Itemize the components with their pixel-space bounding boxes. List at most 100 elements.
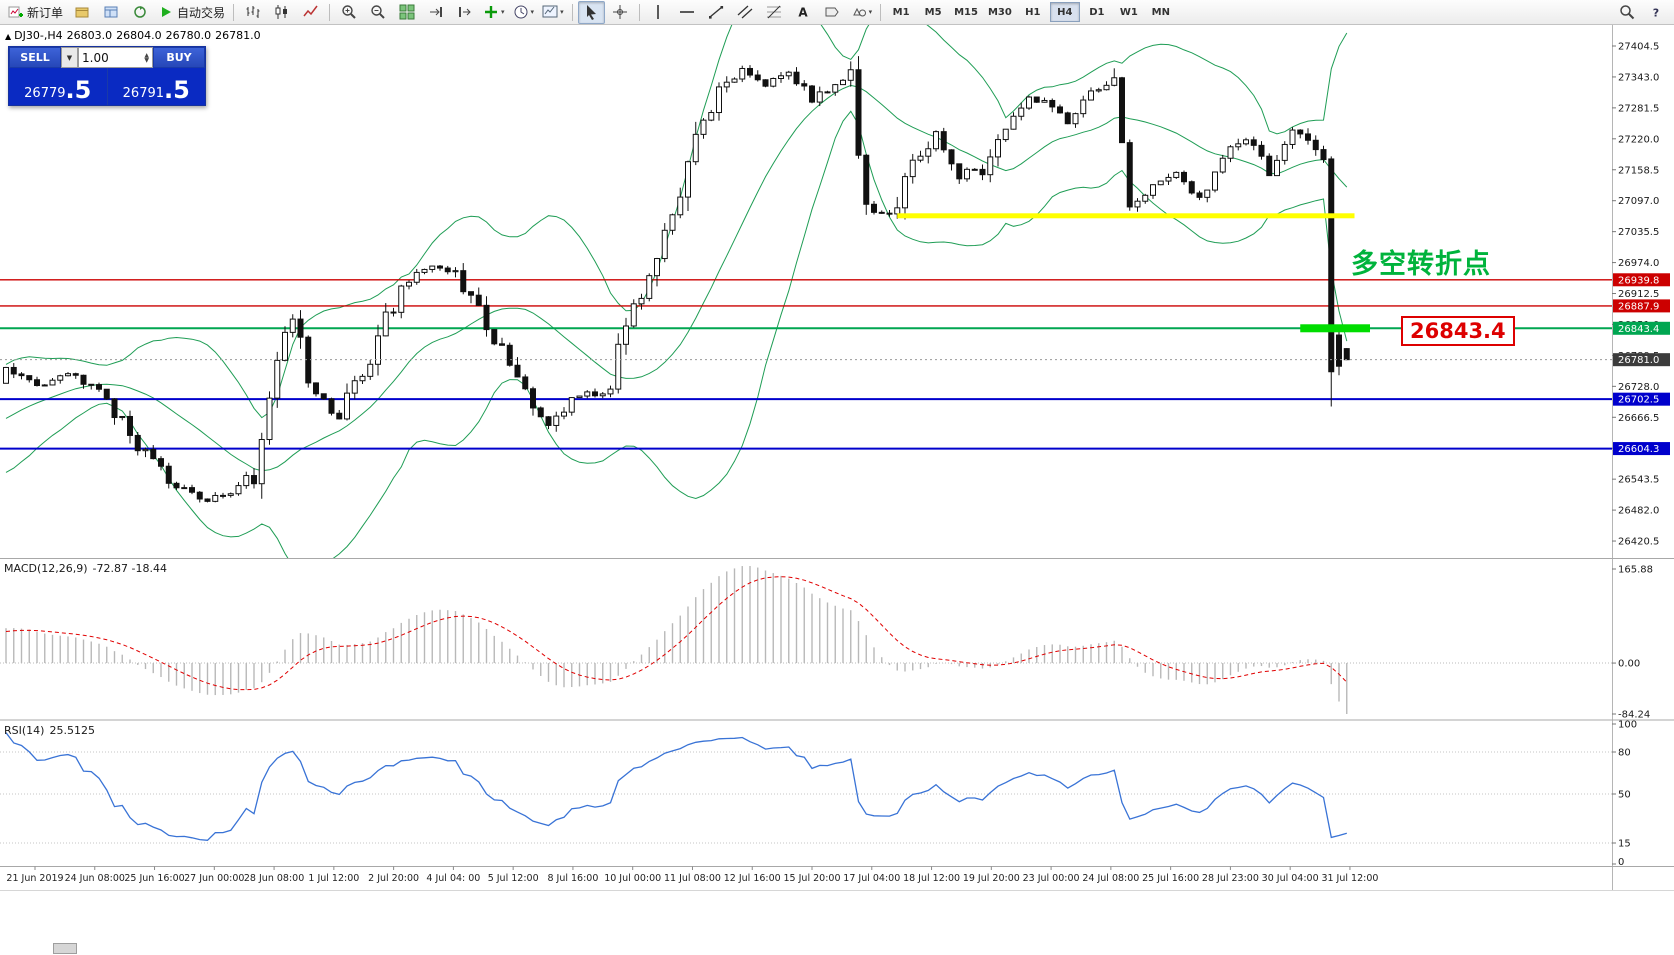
toolbar-equidistant-channel-button[interactable] bbox=[732, 1, 759, 24]
bull-candle bbox=[623, 325, 629, 345]
candlestick-chart-icon bbox=[274, 4, 290, 20]
rsi-title: RSI(14) bbox=[4, 724, 45, 737]
arrow-objects-icon bbox=[824, 4, 840, 20]
volume-input[interactable]: 1.00 ▲ ▼ bbox=[78, 47, 153, 68]
toolbar-zoom-out-button[interactable] bbox=[364, 1, 391, 24]
zoom-out-icon bbox=[370, 4, 386, 20]
toolbar-data-window-button[interactable] bbox=[97, 1, 124, 24]
bull-candle bbox=[258, 439, 265, 485]
toolbar-shapes-button[interactable]: ▾ bbox=[848, 1, 876, 24]
sell-button[interactable]: SELL bbox=[9, 47, 61, 68]
yellow-support-line[interactable] bbox=[897, 213, 1355, 219]
ohlc-close: 26781.0 bbox=[215, 29, 261, 42]
toolbar-help-button[interactable]: ? bbox=[1642, 1, 1669, 24]
toolbar-arrow-objects-button[interactable] bbox=[819, 1, 846, 24]
bull-candle bbox=[615, 343, 622, 390]
volume-spinner[interactable]: ▲ ▼ bbox=[144, 51, 149, 64]
chevron-down-icon[interactable]: ▾ bbox=[868, 8, 873, 16]
toolbar-separator bbox=[233, 3, 235, 21]
buy-price[interactable]: 26791.5 bbox=[122, 76, 190, 104]
bear-candle bbox=[1181, 171, 1187, 183]
green-highlight-segment[interactable] bbox=[1300, 324, 1370, 333]
toolbar-horizontal-line-button[interactable] bbox=[674, 1, 701, 24]
bull-candle bbox=[553, 415, 560, 426]
sell-price[interactable]: 26779.5 bbox=[9, 68, 108, 105]
timeframe-mn-button[interactable]: MN bbox=[1151, 6, 1170, 18]
toolbar-bar-chart-button[interactable] bbox=[239, 1, 266, 24]
current-price-label: 26781.0 bbox=[1613, 353, 1670, 367]
bear-candle bbox=[754, 74, 761, 81]
timeframe-h1-button[interactable]: H1 bbox=[1025, 6, 1041, 18]
expand-triangle-icon[interactable]: ▲ bbox=[5, 32, 12, 41]
toolbar-candlestick-chart-button[interactable] bbox=[268, 1, 295, 24]
time-tick-label: 23 Jul 00:00 bbox=[1023, 873, 1080, 884]
order-type-dropdown[interactable]: ▼ bbox=[61, 47, 78, 68]
help-icon: ? bbox=[1648, 4, 1664, 20]
bull-candle bbox=[3, 366, 9, 384]
bear-candle bbox=[80, 374, 87, 385]
toolbar-zoom-in-button[interactable] bbox=[335, 1, 362, 24]
bear-candle bbox=[592, 391, 598, 397]
toolbar-line-chart-button[interactable] bbox=[297, 1, 324, 24]
timeframe-w1-button[interactable]: W1 bbox=[1119, 6, 1138, 18]
main-chart-area[interactable] bbox=[0, 0, 1612, 572]
bar-chart-icon bbox=[245, 4, 261, 20]
bear-candle bbox=[514, 364, 521, 378]
timeframe-m5-button[interactable]: M5 bbox=[924, 6, 942, 18]
macd-panel[interactable] bbox=[0, 566, 1612, 714]
toolbar-refresh-button[interactable] bbox=[126, 1, 153, 24]
bear-candle bbox=[437, 265, 443, 269]
buy-button[interactable]: BUY bbox=[153, 47, 205, 68]
toolbar-tile-windows-button[interactable] bbox=[393, 1, 420, 24]
timeframe-h4-button[interactable]: H4 bbox=[1049, 2, 1080, 22]
vertical-line-icon bbox=[650, 4, 666, 20]
toolbar-crosshair-button[interactable] bbox=[607, 1, 634, 24]
toolbar-vertical-line-button[interactable] bbox=[645, 1, 672, 24]
bull-candle bbox=[1274, 159, 1280, 177]
rsi-axis-label: 0 bbox=[1618, 857, 1624, 868]
rsi-panel[interactable] bbox=[0, 732, 1612, 844]
toolbar-templates-button[interactable]: ▾ bbox=[539, 1, 567, 24]
timeframe-m15-button[interactable]: M15 bbox=[954, 6, 978, 18]
time-tick-label: 12 Jul 16:00 bbox=[724, 873, 781, 884]
price-tick-label: 27158.5 bbox=[1618, 165, 1659, 176]
time-tick-label: 5 Jul 12:00 bbox=[488, 873, 539, 884]
bear-candle bbox=[948, 149, 955, 165]
bear-candle bbox=[204, 498, 211, 502]
timeframe-m30-button[interactable]: M30 bbox=[987, 6, 1012, 18]
bull-candle bbox=[816, 91, 823, 103]
timeframe-m1-button[interactable]: M1 bbox=[892, 6, 910, 18]
ohlc-open: 26803.0 bbox=[66, 29, 113, 42]
bear-candle bbox=[173, 482, 180, 489]
chevron-down-icon[interactable]: ▾ bbox=[530, 8, 535, 16]
turning-point-annotation[interactable]: 多空转折点 bbox=[1351, 249, 1491, 280]
horizontal-scrollbar-thumb[interactable] bbox=[53, 943, 77, 954]
bull-candle bbox=[266, 397, 273, 441]
price-axis[interactable] bbox=[1612, 25, 1674, 890]
bull-candle bbox=[964, 168, 970, 180]
toolbar-indicators-button[interactable]: ▾ bbox=[480, 1, 508, 24]
toolbar-auto-scroll-button[interactable] bbox=[422, 1, 449, 24]
toolbar-fibonacci-retracement-button[interactable] bbox=[761, 1, 788, 24]
toolbar-chart-shift-button[interactable] bbox=[451, 1, 478, 24]
templates-icon bbox=[542, 4, 558, 20]
toolbar-profiles-button[interactable] bbox=[68, 1, 95, 24]
timeframe-d1-button[interactable]: D1 bbox=[1089, 6, 1105, 18]
time-tick-label: 8 Jul 16:00 bbox=[547, 873, 598, 884]
toolbar-periods-button[interactable]: ▾ bbox=[510, 1, 538, 24]
bear-candle bbox=[444, 267, 451, 273]
toolbar-text-label-button[interactable]: A bbox=[790, 1, 817, 24]
time-axis[interactable]: 21 Jun 2019 24 Jun 08:00 25 Jun 16:00 27 Ju… bbox=[6, 866, 1378, 885]
chevron-down-icon[interactable]: ▾ bbox=[560, 8, 564, 16]
bear-candle bbox=[158, 458, 164, 467]
toolbar-trendline-button[interactable] bbox=[703, 1, 730, 24]
price-callout-box[interactable]: 26843.4 bbox=[1401, 316, 1515, 346]
toolbar-cursor-button[interactable] bbox=[577, 0, 605, 24]
bear-candle bbox=[336, 412, 343, 420]
bull-candle bbox=[770, 77, 777, 87]
toolbar-search-button[interactable] bbox=[1613, 1, 1640, 24]
toolbar-new-order-button[interactable]: 新订单 bbox=[5, 1, 66, 24]
chevron-down-icon[interactable]: ▾ bbox=[501, 8, 505, 16]
toolbar-auto-trading-button[interactable]: 自动交易 bbox=[155, 1, 228, 24]
